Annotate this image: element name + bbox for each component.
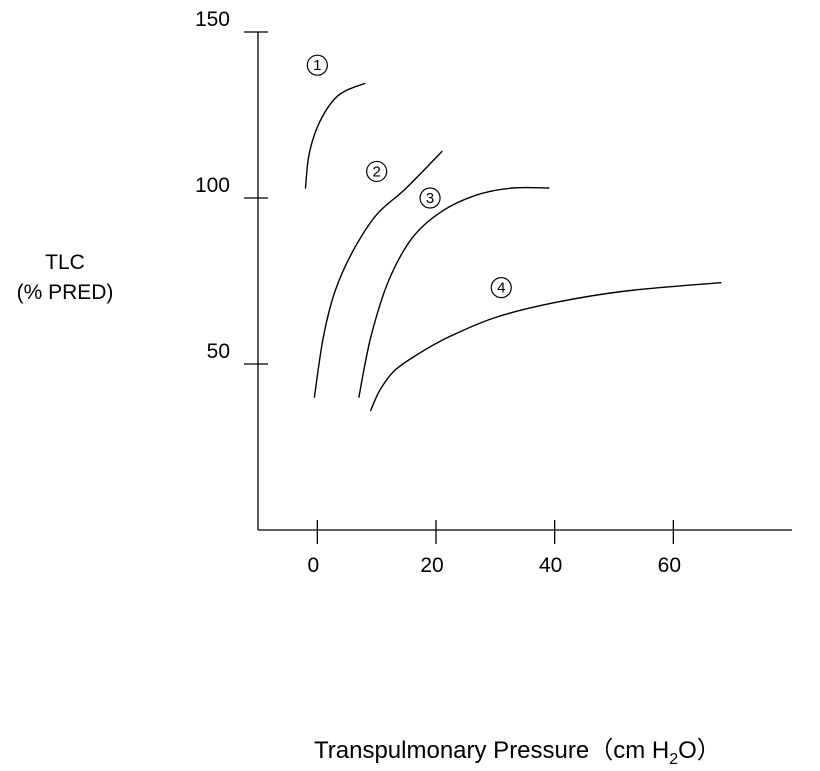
x-tick-label: 20	[420, 554, 443, 577]
y-axis-label-line-2: (% PRED)	[17, 281, 114, 304]
curve-4-label: 4	[497, 280, 505, 297]
x-tick-label: 0	[307, 554, 319, 577]
tick-group: 0 20 40 60 50 100 150	[195, 8, 681, 577]
curve-2-label-circle	[366, 160, 388, 183]
curve-3-line	[358, 186, 550, 398]
y-tick-label: 150	[195, 8, 230, 31]
x-axis-label-subscript: 2	[669, 751, 678, 768]
x-axis-label-suffix: O）	[678, 737, 721, 764]
curve-4-label-circle	[490, 277, 512, 299]
curve-1-label: 1	[313, 57, 321, 74]
x-tick-label: 60	[658, 554, 681, 577]
curve-2-line	[313, 150, 443, 398]
curve-4: 4	[370, 277, 722, 412]
axes	[257, 32, 792, 531]
curve-1-label-circle	[306, 54, 328, 76]
x-axis-label-prefix: Transpulmonary Pressure（cm H	[314, 737, 669, 764]
curve-2-label: 2	[372, 163, 380, 180]
curve-1-line	[304, 82, 366, 189]
curve-2: 2	[313, 150, 443, 398]
curve-3-label: 3	[426, 190, 434, 207]
y-tick-label: 50	[207, 340, 230, 363]
curve-4-line	[370, 282, 722, 412]
x-tick-label: 40	[539, 554, 562, 577]
curve-3: 3	[358, 186, 550, 398]
y-tick-label: 100	[195, 174, 230, 197]
y-axis-label: TLC (% PRED)	[17, 251, 114, 304]
y-axis-label-line-1: TLC	[45, 251, 85, 274]
series-group: 1 2 3 4	[304, 54, 722, 412]
curve-3-label-circle	[419, 187, 441, 209]
curve-1: 1	[304, 54, 366, 189]
x-axis-label: Transpulmonary Pressure（cm H2O）	[314, 737, 721, 768]
